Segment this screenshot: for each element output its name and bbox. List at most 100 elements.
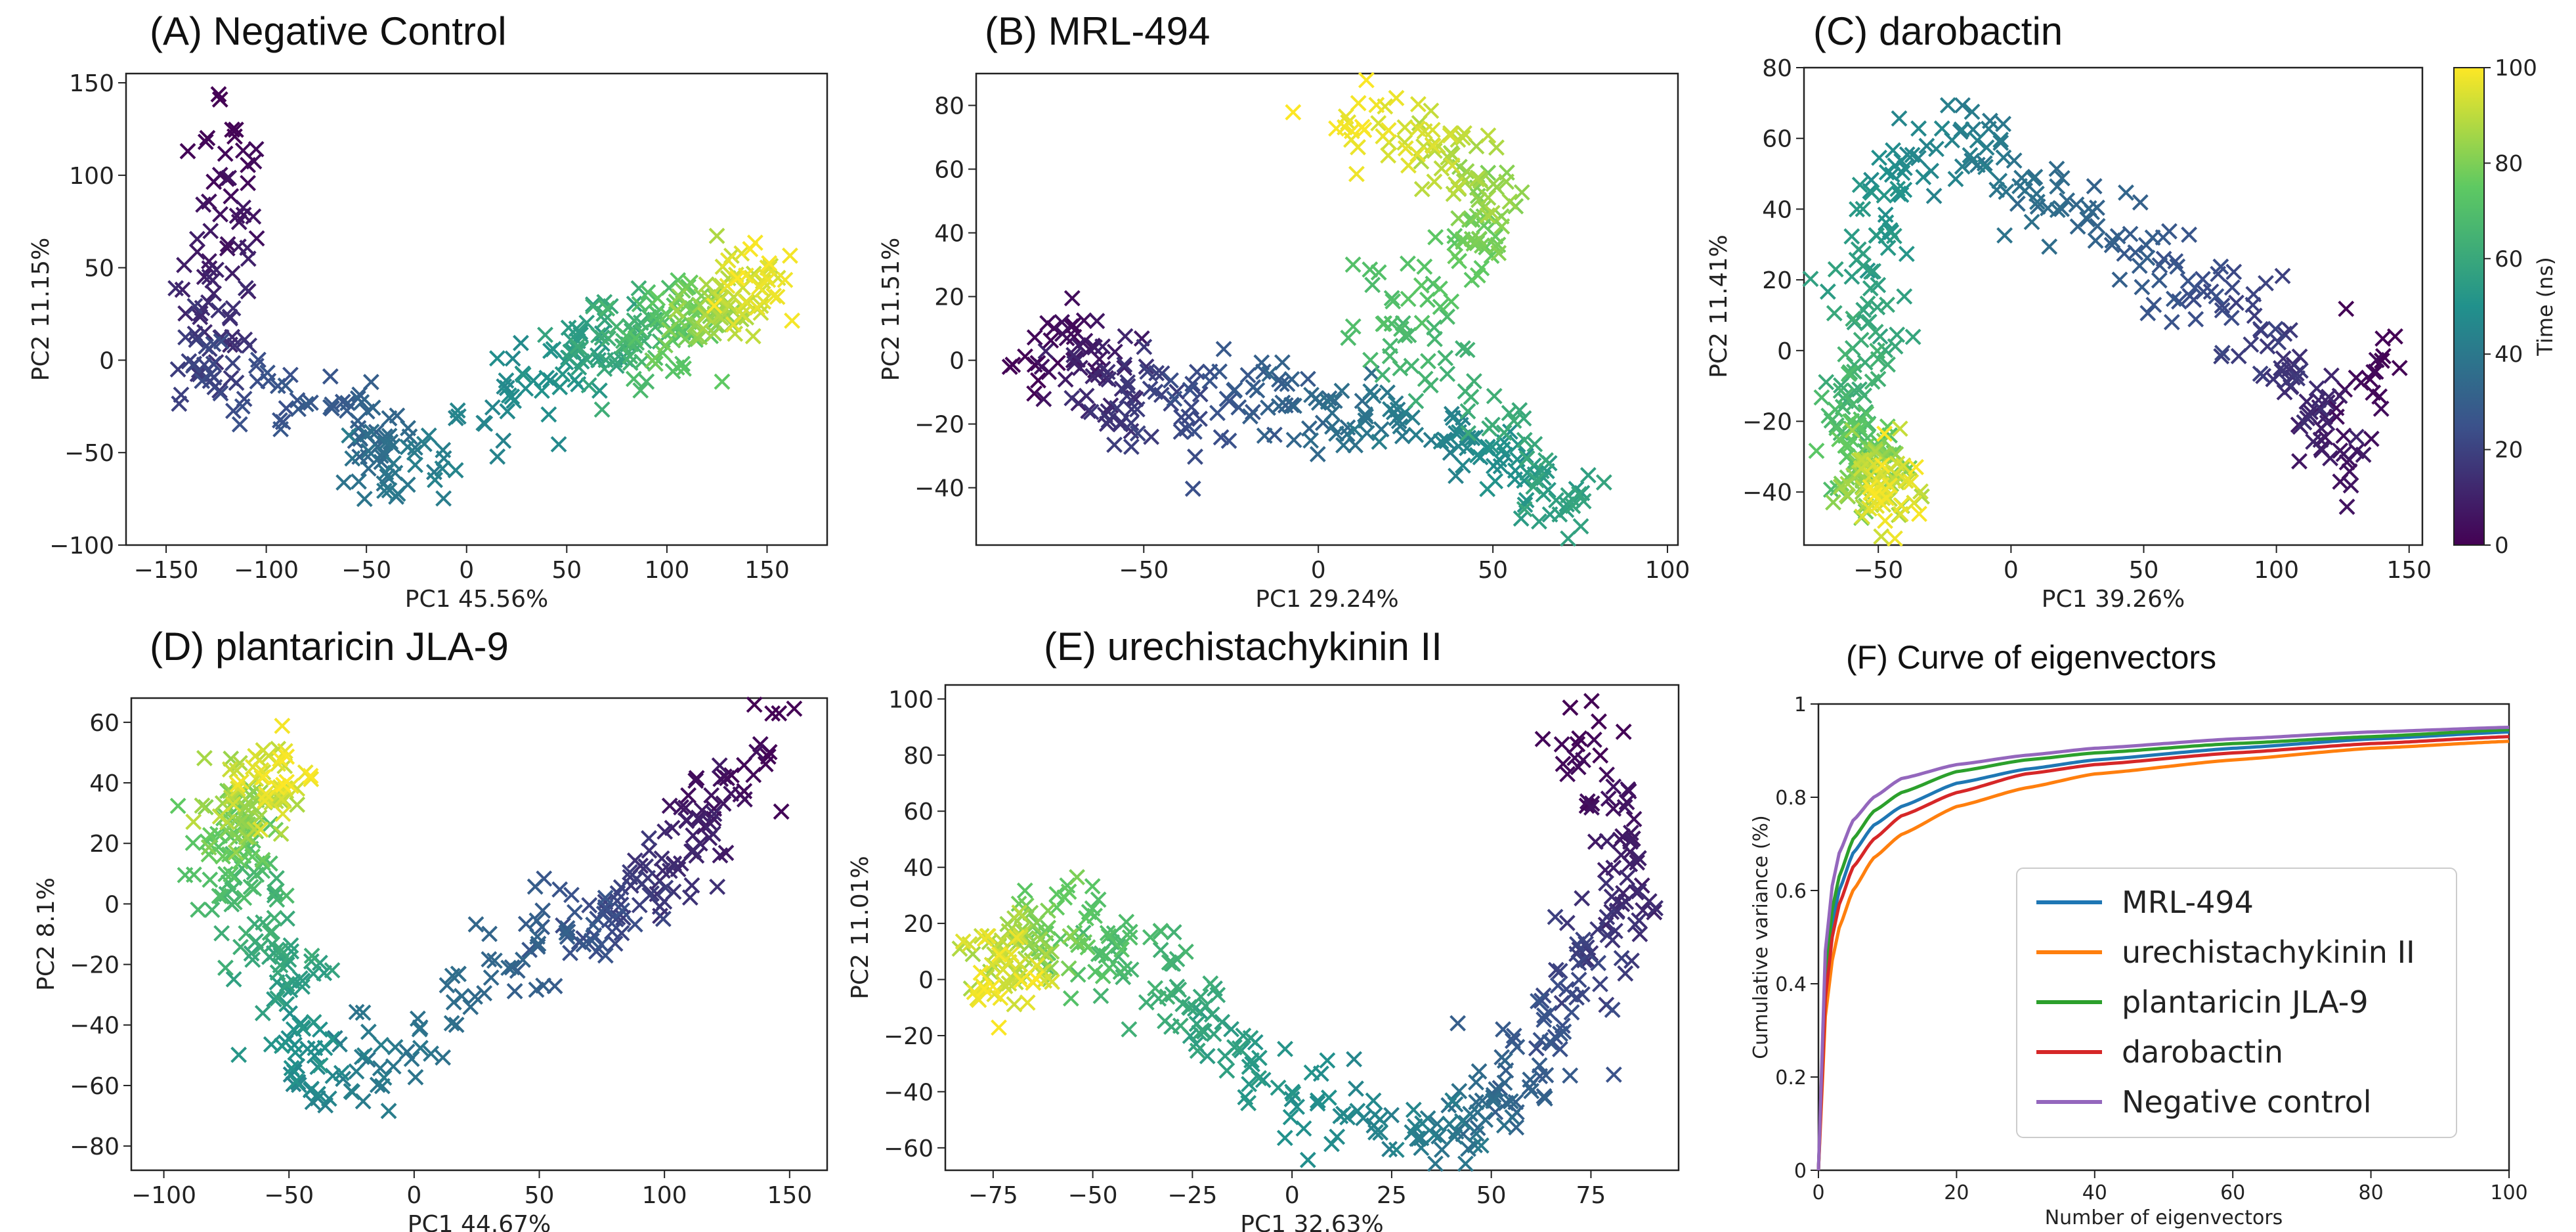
scatter-point xyxy=(1547,961,1564,979)
scatter-point xyxy=(353,394,370,410)
panel-F: (F) Curve of eigenvectors 0 20 40 60 80 100 0 0.… xyxy=(1750,639,2528,1229)
scatter-point xyxy=(1918,137,1935,154)
scatter-point xyxy=(1516,500,1533,517)
scatter-point xyxy=(1382,401,1398,418)
scatter-point xyxy=(225,796,242,813)
scatter-point xyxy=(2048,160,2065,177)
scatter-point xyxy=(1231,1040,1248,1057)
scatter-point xyxy=(416,435,433,452)
scatter-point xyxy=(1400,157,1417,174)
scatter-point xyxy=(423,1045,439,1062)
scatter-point xyxy=(1844,422,1861,439)
scatter-point xyxy=(279,910,295,927)
x-tick-label: 100 xyxy=(2490,1181,2527,1204)
scatter-point xyxy=(1502,1093,1519,1110)
scatter-point xyxy=(1897,472,1914,489)
scatter-point xyxy=(268,891,286,908)
scatter-point xyxy=(2011,178,2028,194)
scatter-point xyxy=(179,143,196,160)
x-axis-label: PC1 44.67% xyxy=(408,1211,551,1232)
scatter-point xyxy=(656,893,673,910)
scatter-point xyxy=(681,889,698,906)
scatter-point xyxy=(266,887,283,904)
scatter-point xyxy=(1962,147,1979,164)
scatter-point xyxy=(449,402,466,419)
scatter-point xyxy=(197,133,214,150)
scatter-point xyxy=(1631,883,1647,900)
plot-frame-F xyxy=(1817,703,2510,1172)
scatter-point xyxy=(632,382,649,399)
colorbar-gradient xyxy=(2453,67,2485,546)
scatter-point xyxy=(348,1063,365,1080)
scatter-point xyxy=(2308,380,2325,397)
scatter-point xyxy=(1878,214,1895,231)
panel-A: (A) Negative Control −150 −100 −50 0 50 100 150… xyxy=(28,9,828,613)
curve-plantaricin-jla-9 xyxy=(1816,728,2510,1171)
scatter-point xyxy=(631,296,648,313)
scatter-point xyxy=(1570,759,1587,776)
scatter-point xyxy=(194,797,211,814)
scatter-point xyxy=(1000,975,1018,992)
x-tick-label: 50 xyxy=(525,1182,555,1209)
scatter-point xyxy=(706,297,723,314)
scatter-point xyxy=(1407,426,1425,443)
scatter-point xyxy=(1509,1038,1526,1055)
scatter-point xyxy=(2086,178,2103,194)
x-tick-label: 50 xyxy=(1478,557,1508,584)
scatter-point xyxy=(1437,349,1454,366)
scatter-point xyxy=(2335,428,2352,444)
scatter-point xyxy=(2025,170,2042,187)
scatter-point xyxy=(372,1060,389,1077)
scatter-point xyxy=(1323,1135,1340,1153)
scatter-point xyxy=(1242,408,1258,425)
scatter-point xyxy=(252,821,269,838)
scatter-point xyxy=(1575,751,1591,768)
scatter-point xyxy=(1619,869,1636,887)
scatter-point xyxy=(196,269,213,286)
scatter-point xyxy=(188,231,205,248)
y-tick-label: 1 xyxy=(1794,693,1807,716)
scatter-point xyxy=(607,935,624,952)
scatter-point xyxy=(1241,1076,1258,1093)
scatter-point xyxy=(435,441,452,458)
scatter-point xyxy=(719,278,736,294)
scatter-point xyxy=(221,308,238,325)
scatter-point xyxy=(639,284,656,301)
scatter-point xyxy=(246,821,263,838)
scatter-point xyxy=(1827,401,1844,418)
scatter-point xyxy=(186,297,204,315)
scatter-point xyxy=(1859,295,1876,312)
scatter-point xyxy=(2151,272,2168,289)
scatter-point xyxy=(2245,286,2262,303)
scatter-point xyxy=(656,823,674,840)
scatter-point xyxy=(427,472,443,489)
scatter-point xyxy=(535,977,552,994)
scatter-point xyxy=(171,395,188,412)
panel-title-B: (B) MRL-494 xyxy=(985,9,1210,53)
scatter-point xyxy=(1309,446,1326,462)
scatter-point xyxy=(1590,955,1607,971)
scatter-point xyxy=(1617,965,1634,982)
x-tick-label: −75 xyxy=(968,1182,1018,1209)
scatter-point xyxy=(1453,1112,1470,1130)
scatter-point xyxy=(1270,1079,1287,1096)
scatter-point xyxy=(1904,328,1921,345)
scatter-point xyxy=(1409,96,1427,113)
scatter-point xyxy=(1025,917,1042,934)
scatter-point xyxy=(1400,290,1417,307)
scatter-point xyxy=(2267,320,2284,338)
y-axis-label: PC2 11.15% xyxy=(28,238,54,381)
scatter-point xyxy=(1405,1101,1422,1118)
scatter-point xyxy=(1454,129,1471,146)
scatter-point xyxy=(578,351,595,368)
scatter-point xyxy=(657,879,674,896)
scatter-point xyxy=(1346,1051,1363,1068)
scatter-point xyxy=(1157,1013,1173,1030)
scatter-point xyxy=(1070,337,1087,353)
scatter-point xyxy=(2225,263,2243,280)
scatter-point xyxy=(1209,405,1226,422)
scatter-point xyxy=(608,357,625,374)
scatter-point xyxy=(1877,512,1893,529)
scatter-point xyxy=(691,811,708,828)
scatter-point xyxy=(1063,290,1081,307)
